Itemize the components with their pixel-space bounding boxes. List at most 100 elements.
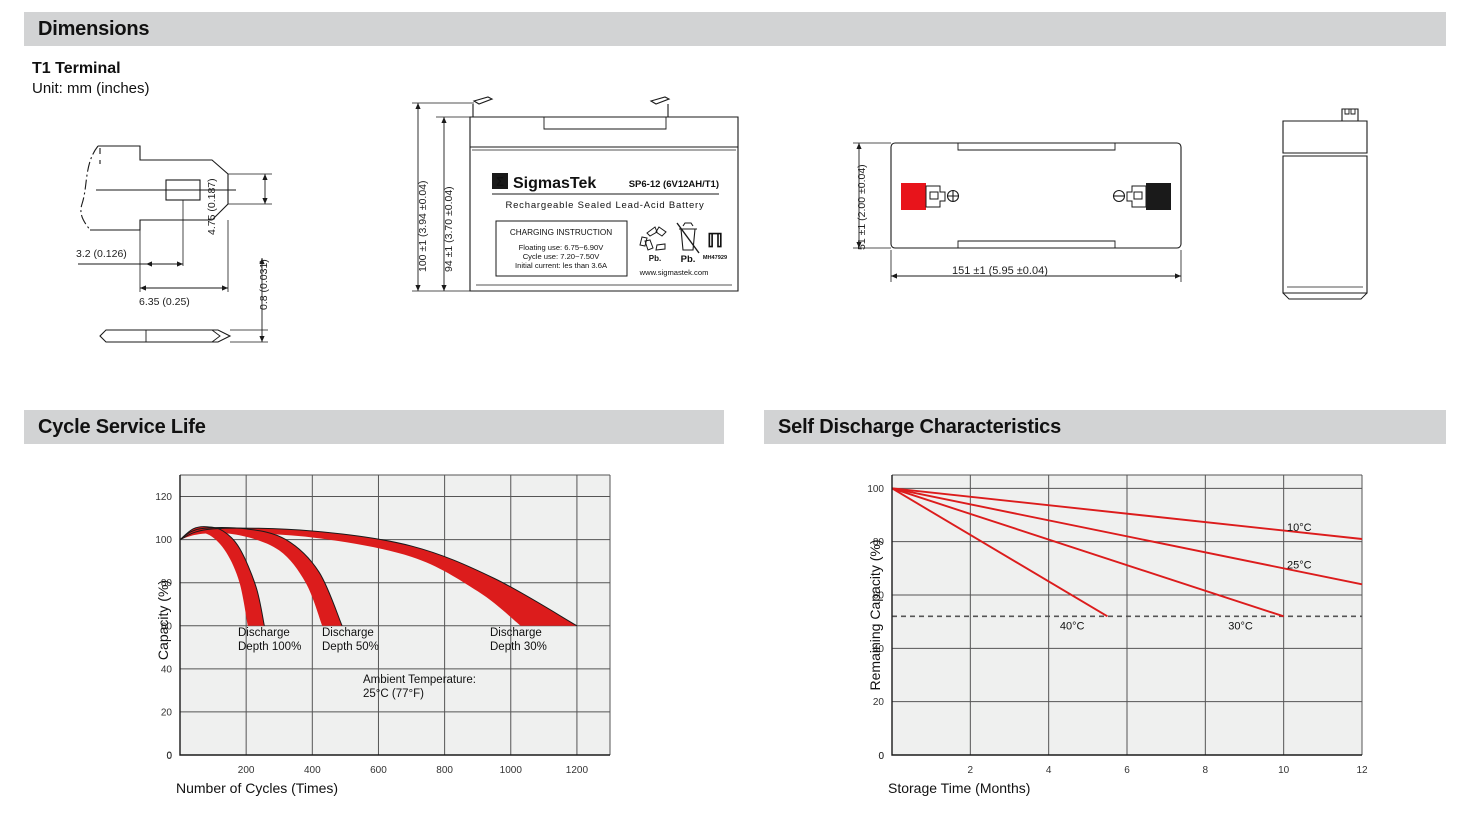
self-xtick-4: 4 bbox=[1046, 765, 1052, 776]
cycle-ytick-0: 0 bbox=[166, 751, 172, 762]
battery-dim-width: 51 ±1 (2.00 ±0.04) bbox=[856, 164, 868, 250]
terminal-dim-length: 6.35 (0.25) bbox=[139, 296, 190, 308]
cycle-x-axis-title: Number of Cycles (Times) bbox=[176, 780, 338, 796]
self-ytick-100: 100 bbox=[867, 484, 884, 495]
battery-brand-name: SigmasTek bbox=[513, 175, 596, 192]
battery-dim-overall-height: 100 ±1 (3.94 ±0.04) bbox=[417, 180, 429, 272]
self-temp-label-10°C: 10°C bbox=[1287, 522, 1312, 534]
self-curve-30°C bbox=[891, 487, 1284, 618]
cycle-ytick-120: 120 bbox=[155, 492, 172, 503]
terminal-dim-height: 4.75 (0.187) bbox=[206, 178, 218, 235]
battery-model-number: SP6-12 (6V12AH/T1) bbox=[629, 179, 719, 190]
self-gridlines bbox=[892, 474, 1363, 755]
cycle-x-tick-labels: 0 200 400 600 800 1000 1200 bbox=[166, 751, 588, 776]
cycle-ytick-60: 60 bbox=[161, 621, 173, 632]
recycle-mark-label: Pb. bbox=[649, 254, 661, 263]
sigma-glyph: Σ bbox=[496, 174, 504, 189]
cycle-band-1 bbox=[180, 527, 343, 626]
self-ytick-40: 40 bbox=[873, 644, 885, 655]
charging-instruction-box: CHARGING INSTRUCTION Floating use: 6.75~… bbox=[495, 220, 628, 277]
battery-top-view bbox=[853, 142, 1182, 282]
self-xtick-2: 2 bbox=[968, 765, 974, 776]
cycle-xtick-400: 400 bbox=[304, 765, 321, 776]
certification-marks: Pb. Pb. ℿ MH47929 www.sigmastek.com bbox=[639, 222, 727, 277]
unit-note: Unit: mm (inches) bbox=[32, 80, 150, 97]
self-curve-40°C bbox=[891, 487, 1108, 618]
self-xtick-8: 8 bbox=[1203, 765, 1209, 776]
self-temp-label-30°C: 30°C bbox=[1228, 621, 1253, 633]
cycle-annotation-dod50-l2: Depth 50% bbox=[322, 641, 379, 653]
self-x-tick-labels: 0 2 4 6 8 10 12 bbox=[878, 751, 1368, 776]
self-x-axis-title: Storage Time (Months) bbox=[888, 780, 1030, 796]
self-xtick-10: 10 bbox=[1278, 765, 1290, 776]
cycle-outline-1 bbox=[179, 527, 343, 626]
cycle-annotation-dod100-l2: Depth 100% bbox=[238, 641, 301, 653]
self-curve-25°C bbox=[891, 487, 1363, 586]
cycle-ytick-40: 40 bbox=[161, 664, 173, 675]
cycle-xtick-200: 200 bbox=[238, 765, 255, 776]
self-curve-10°C bbox=[891, 487, 1363, 540]
t1-terminal-drawing bbox=[78, 145, 272, 343]
cycle-ytick-20: 20 bbox=[161, 707, 173, 718]
recycle-icon bbox=[639, 226, 667, 251]
battery-side-view bbox=[1282, 108, 1368, 300]
sigmastek-logo-mark bbox=[492, 173, 508, 189]
cycle-annotation-dod100-l1: Discharge bbox=[238, 627, 290, 639]
negative-terminal bbox=[1112, 183, 1171, 210]
self-ytick-60: 60 bbox=[873, 591, 885, 602]
section-title-cycle-service-life: Cycle Service Life bbox=[38, 415, 206, 438]
cycle-band-2 bbox=[180, 528, 577, 626]
wee-bin-icon bbox=[676, 222, 700, 254]
battery-type-line: Rechargeable Sealed Lead-Acid Battery bbox=[505, 200, 704, 211]
self-ytick-80: 80 bbox=[873, 537, 885, 548]
self-temp-label-25°C: 25°C bbox=[1287, 559, 1312, 571]
self-axis-lines bbox=[891, 475, 1362, 756]
ul-file-number: MH47929 bbox=[703, 255, 727, 261]
charging-instruction-title: CHARGING INSTRUCTION bbox=[510, 228, 612, 237]
self-xtick-12: 12 bbox=[1356, 765, 1368, 776]
self-xtick-6: 6 bbox=[1124, 765, 1130, 776]
cycle-xtick-800: 800 bbox=[436, 765, 453, 776]
self-y-tick-labels: 0 20 40 60 80 100 bbox=[867, 484, 884, 762]
cycle-outline-0 bbox=[179, 526, 265, 626]
battery-dim-length: 151 ±1 (5.95 ±0.04) bbox=[952, 265, 1048, 277]
battery-website: www.sigmastek.com bbox=[639, 268, 709, 277]
section-title-self-discharge: Self Discharge Characteristics bbox=[778, 415, 1062, 438]
charging-line-initial-current: Initial current: les than 3.6A bbox=[515, 261, 608, 270]
terminal-type-title: T1 Terminal bbox=[32, 60, 121, 77]
cycle-service-life-chart: 0 20 40 60 80 100 120 0 200 400 600 800 1000 1200 Di… bbox=[155, 474, 611, 796]
cycle-annotation-ambient-l1: Ambient Temperature: bbox=[363, 674, 476, 686]
cycle-xtick-1000: 1000 bbox=[500, 765, 523, 776]
section-header-dimensions: Dimensions bbox=[24, 12, 1446, 46]
self-temperature-labels: 10°C 25°C 30°C 40°C bbox=[1060, 522, 1312, 633]
section-header-cycle-service-life: Cycle Service Life bbox=[24, 410, 724, 444]
cycle-curve-bands bbox=[180, 526, 577, 626]
section-header-self-discharge: Self Discharge Characteristics bbox=[764, 410, 1446, 444]
terminal-dim-offset: 3.2 (0.126) bbox=[76, 248, 127, 260]
positive-terminal bbox=[901, 183, 960, 210]
cycle-ytick-80: 80 bbox=[161, 578, 173, 589]
self-discharge-curves bbox=[891, 487, 1363, 618]
battery-dim-case-height: 94 ±1 (3.70 ±0.04) bbox=[443, 186, 455, 272]
cycle-annotation-dod30-l1: Discharge bbox=[490, 627, 542, 639]
cycle-curve-outlines bbox=[179, 526, 578, 627]
cycle-ytick-100: 100 bbox=[155, 535, 172, 546]
ul-icon: ℿ bbox=[707, 231, 723, 252]
cycle-annotation-dod30-l2: Depth 30% bbox=[490, 641, 547, 653]
section-title-dimensions: Dimensions bbox=[38, 17, 150, 40]
self-ytick-20: 20 bbox=[873, 697, 885, 708]
self-xtick-0: 0 bbox=[878, 751, 884, 762]
self-y-axis-title: Remaining Capacity (%) bbox=[867, 540, 883, 691]
cycle-xtick-1200: 1200 bbox=[566, 765, 589, 776]
charging-line-floating: Floating use: 6.75~6.90V bbox=[519, 243, 605, 252]
svg-text:ℿ: ℿ bbox=[707, 231, 723, 252]
wee-mark-label: Pb. bbox=[681, 254, 696, 265]
cycle-xtick-0: 0 bbox=[166, 751, 172, 762]
terminal-dim-thickness: 0.8 (0.031) bbox=[258, 259, 270, 310]
cycle-annotation-dod50-l1: Discharge bbox=[322, 627, 374, 639]
self-temp-label-40°C: 40°C bbox=[1060, 621, 1085, 633]
charging-line-cycle: Cycle use: 7.20~7.50V bbox=[523, 252, 601, 261]
battery-front-view: Σ SigmasTek SP6-12 (6V12AH/T1) Rechargea… bbox=[412, 96, 739, 292]
battery-label-group: Σ SigmasTek SP6-12 (6V12AH/T1) Rechargea… bbox=[492, 173, 719, 211]
